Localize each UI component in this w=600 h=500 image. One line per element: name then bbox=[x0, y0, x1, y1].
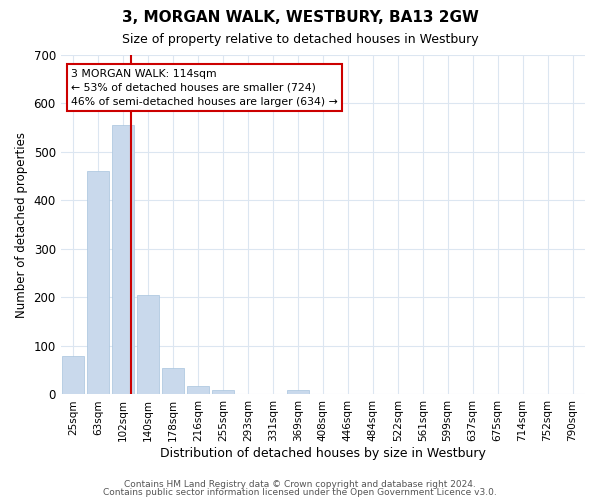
Bar bbox=[137, 295, 159, 394]
Text: Size of property relative to detached houses in Westbury: Size of property relative to detached ho… bbox=[122, 32, 478, 46]
Text: 3 MORGAN WALK: 114sqm
← 53% of detached houses are smaller (724)
46% of semi-det: 3 MORGAN WALK: 114sqm ← 53% of detached … bbox=[71, 68, 338, 106]
Bar bbox=[212, 390, 234, 394]
X-axis label: Distribution of detached houses by size in Westbury: Distribution of detached houses by size … bbox=[160, 447, 486, 460]
Text: 3, MORGAN WALK, WESTBURY, BA13 2GW: 3, MORGAN WALK, WESTBURY, BA13 2GW bbox=[122, 10, 478, 25]
Bar bbox=[87, 172, 109, 394]
Bar bbox=[162, 368, 184, 394]
Text: Contains HM Land Registry data © Crown copyright and database right 2024.: Contains HM Land Registry data © Crown c… bbox=[124, 480, 476, 489]
Bar bbox=[112, 126, 134, 394]
Bar bbox=[62, 356, 85, 395]
Bar bbox=[187, 386, 209, 394]
Text: Contains public sector information licensed under the Open Government Licence v3: Contains public sector information licen… bbox=[103, 488, 497, 497]
Bar bbox=[287, 390, 309, 394]
Y-axis label: Number of detached properties: Number of detached properties bbox=[15, 132, 28, 318]
